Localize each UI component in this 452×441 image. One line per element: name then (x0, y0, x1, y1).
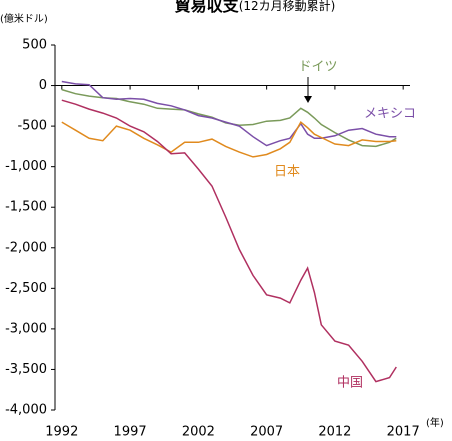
series-label: ドイツ (298, 60, 337, 75)
y-tick-label: -3,000 (5, 321, 47, 336)
y-tick-label: -3,500 (5, 362, 47, 377)
x-tick-label: 2017 (387, 425, 420, 440)
y-tick-label: -4,000 (5, 403, 47, 418)
y-tick-label: 500 (22, 38, 47, 53)
series-line (61, 120, 397, 158)
x-tick-label: 1997 (114, 425, 147, 440)
y-axis-label: (億米ドル) (0, 12, 48, 25)
series-line (61, 99, 397, 383)
series-label: 日本 (274, 165, 300, 180)
x-axis-label: (年) (426, 416, 444, 429)
series-line (61, 88, 397, 148)
y-tick-label: -1,500 (5, 200, 47, 215)
series-label: 中国 (337, 376, 363, 391)
x-tick-label: 2012 (318, 425, 351, 440)
y-tick-label: -2,500 (5, 281, 47, 296)
title-main: 貿易収支 (175, 0, 240, 15)
y-tick-label: -500 (17, 119, 47, 134)
subtitle: (12カ月移動累計) (239, 0, 336, 13)
y-tick-label: 0 (39, 78, 47, 93)
chart-title: 貿易収支(12カ月移動累計) (175, 0, 336, 15)
x-tick-label: 2007 (250, 425, 283, 440)
y-tick-label: -2,000 (5, 240, 47, 255)
series-line (61, 80, 397, 147)
y-tick-label: -1,000 (5, 159, 47, 174)
x-tick-label: 2002 (182, 425, 215, 440)
x-tick-label: 1992 (45, 425, 78, 440)
series-label: メキシコ (364, 107, 416, 122)
annotation-arrowhead (304, 96, 312, 103)
